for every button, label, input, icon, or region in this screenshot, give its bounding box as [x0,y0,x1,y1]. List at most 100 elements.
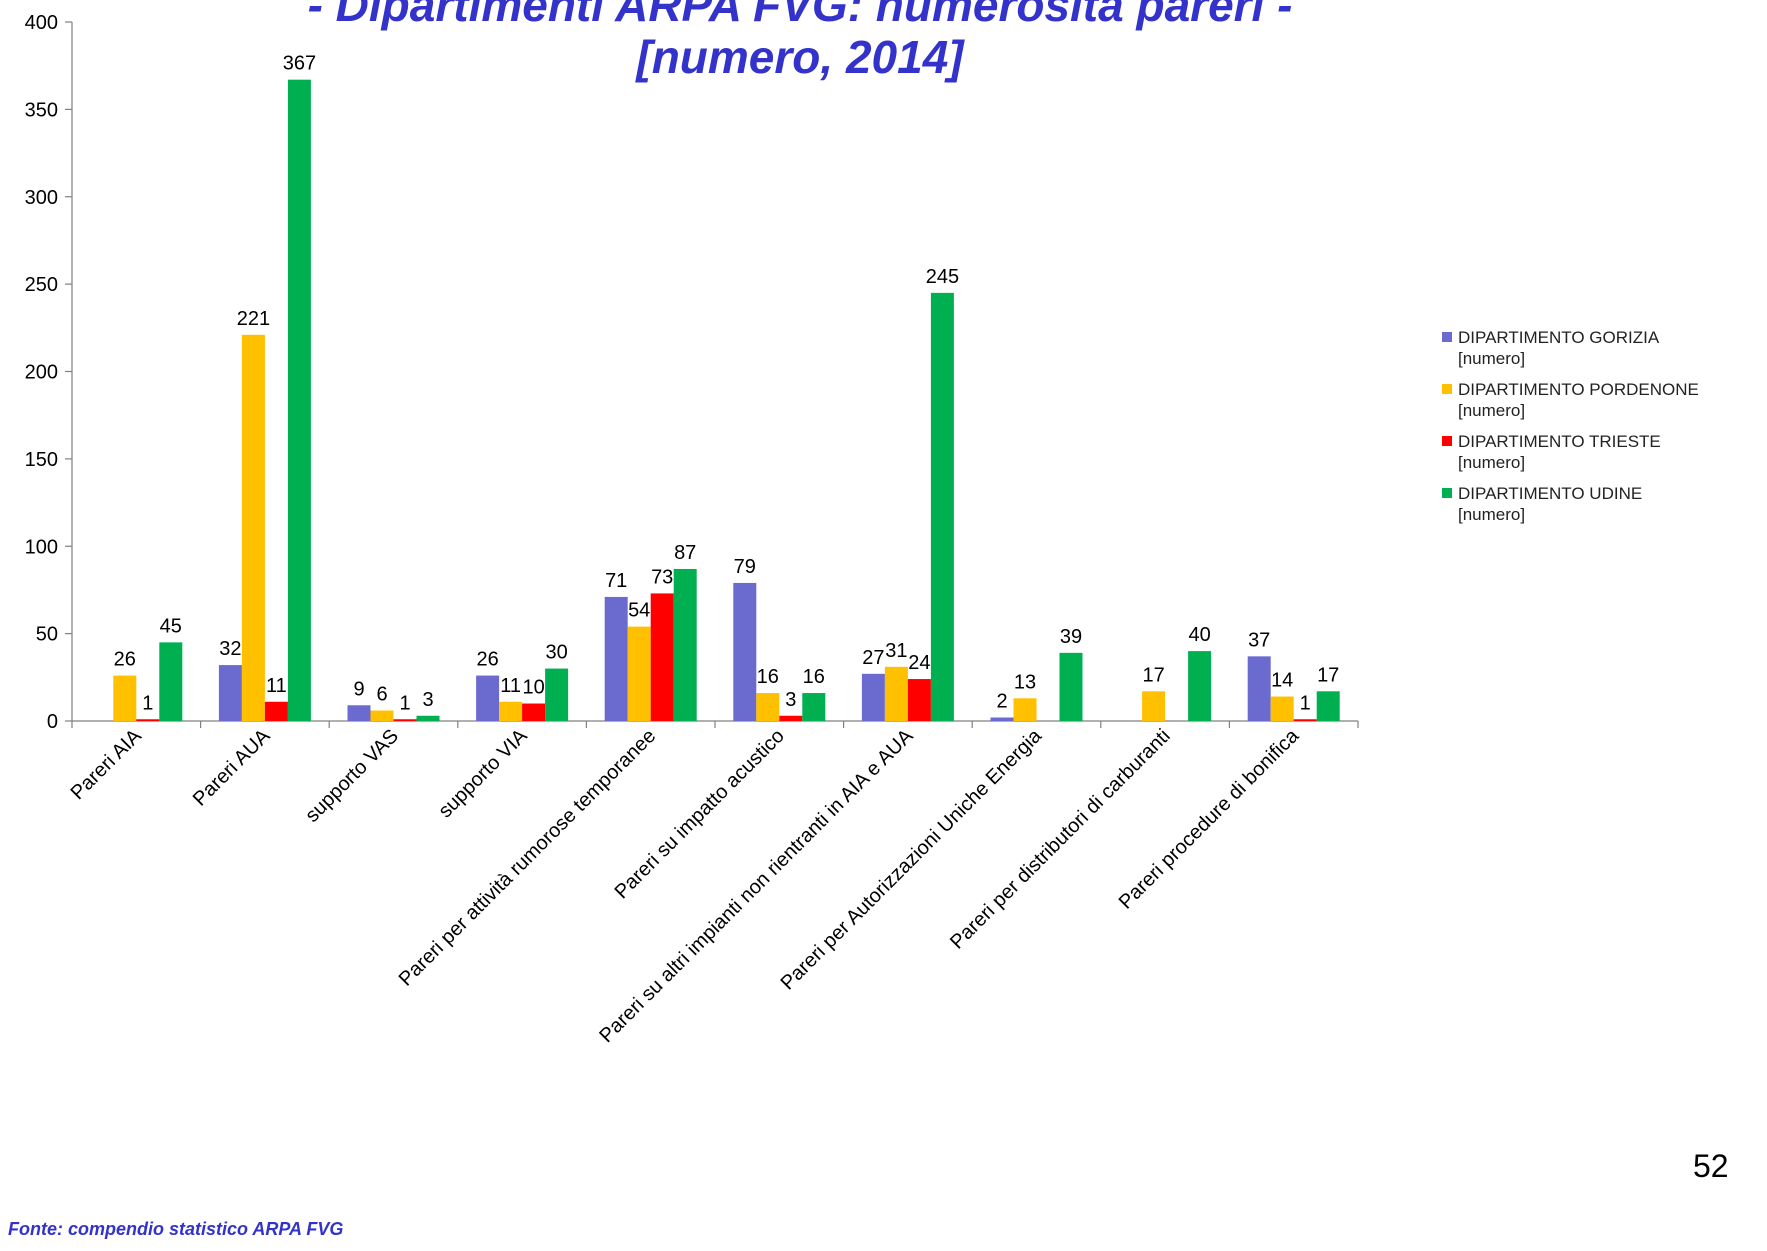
legend-unit: [numero] [1458,453,1526,472]
data-label: 1 [142,692,153,714]
legend-label: DIPARTIMENTO UDINE [1458,484,1643,503]
page-number: 52 [1693,1148,1729,1184]
legend-item: DIPARTIMENTO GORIZIA [numero] [1442,327,1762,369]
bar [1270,696,1294,721]
bar [861,673,885,721]
data-label: 37 [1248,629,1270,651]
bar [476,675,500,721]
legend-label: DIPARTIMENTO TRIESTE [1458,432,1661,451]
data-label: 1 [399,692,410,714]
bar [604,596,628,721]
data-label: 73 [651,566,673,588]
data-label: 367 [283,53,316,75]
data-label: 16 [757,666,779,688]
chart-title-line1: - Dipartimenti ARPA FVG: numerosità pare… [307,0,1293,31]
bar [370,710,394,721]
data-label: 32 [219,638,241,660]
x-category-label: Pareri per distributori di carburanti [946,725,1175,954]
bar [393,719,417,721]
data-label: 1 [1300,692,1311,714]
data-label: 24 [908,652,930,674]
y-tick-label: 350 [25,99,58,121]
x-category-label: supporto VIA [434,725,532,823]
x-category-label: Pareri per attività rumorose temporanee [395,725,661,991]
source-note: Fonte: compendio statistico ARPA FVG [8,1219,344,1239]
data-label: 2 [996,691,1007,713]
bar [673,568,697,721]
y-tick-label: 400 [25,12,58,34]
bar [756,693,780,721]
x-category-label: Pareri per Autorizzazioni Uniche Energia [777,724,1047,994]
legend-item: DIPARTIMENTO PORDENONE [numero] [1442,379,1762,421]
bar [136,719,160,721]
data-label: 9 [353,678,364,700]
legend: DIPARTIMENTO GORIZIA [numero] DIPARTIMEN… [1442,327,1762,535]
bar [779,715,803,721]
bar [1188,651,1212,721]
data-label: 221 [237,308,270,330]
bar [733,582,757,721]
data-label: 71 [605,570,627,592]
y-tick-label: 300 [25,187,58,209]
data-label: 27 [862,647,884,669]
legend-unit: [numero] [1458,401,1526,420]
bar [1142,691,1166,721]
legend-swatch [1442,332,1452,342]
legend-swatch [1442,384,1452,394]
data-label: 79 [734,556,756,578]
legend-swatch [1442,436,1452,446]
data-label: 11 [500,675,521,697]
data-label: 3 [422,689,433,711]
legend-label: DIPARTIMENTO GORIZIA [1458,328,1660,347]
y-tick-label: 50 [36,624,58,646]
bar [347,705,371,721]
x-category-label: Pareri AIA [67,725,147,805]
data-label: 45 [160,615,182,637]
bar [416,715,440,721]
bar [1247,656,1271,721]
data-label: 6 [376,684,387,706]
legend-swatch [1442,488,1452,498]
bar [990,717,1014,721]
data-label: 54 [628,600,650,622]
bar [287,79,311,722]
data-label: 3 [785,689,796,711]
bar [884,666,908,721]
bar [241,334,265,721]
bar [1059,652,1083,721]
bar [930,292,954,721]
bar [264,701,288,721]
bar [1316,691,1340,721]
chart-title-line2: [numero, 2014] [636,31,964,83]
x-category-label: supporto VAS [301,725,403,827]
y-tick-label: 100 [25,536,58,558]
data-label: 17 [1317,664,1339,686]
bar [113,675,137,721]
bar [1013,698,1037,721]
data-label: 26 [476,649,498,671]
bar [218,665,242,721]
data-label: 14 [1271,670,1293,692]
bar [545,668,569,721]
y-tick-label: 150 [25,449,58,471]
legend-unit: [numero] [1458,505,1526,524]
legend-unit: [numero] [1458,349,1526,368]
bar [499,701,523,721]
legend-item: DIPARTIMENTO TRIESTE [numero] [1442,431,1762,473]
x-category-label: Pareri AUA [189,725,275,811]
data-label: 26 [114,649,136,671]
data-label: 87 [674,542,696,564]
bar [907,679,931,721]
bar [802,693,826,721]
data-label: 39 [1060,626,1082,648]
data-label: 30 [545,642,567,664]
legend-item: DIPARTIMENTO UDINE [numero] [1442,483,1762,525]
data-label: 10 [522,677,544,699]
bar [159,642,183,721]
data-label: 16 [803,666,825,688]
data-label: 31 [885,640,907,662]
bar [650,593,674,721]
data-label: 40 [1188,624,1210,646]
y-tick-label: 250 [25,274,58,296]
